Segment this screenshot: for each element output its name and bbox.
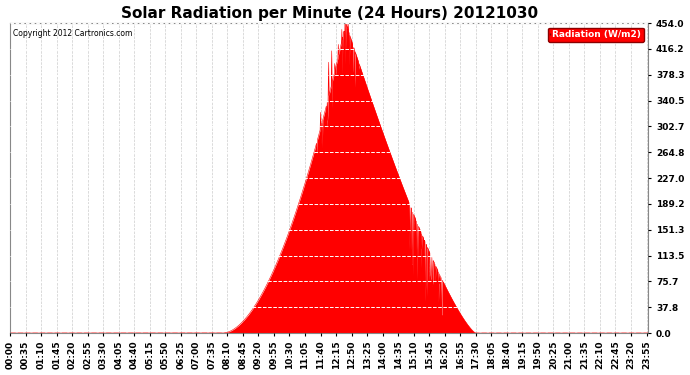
Legend: Radiation (W/m2): Radiation (W/m2)	[548, 28, 644, 42]
Title: Solar Radiation per Minute (24 Hours) 20121030: Solar Radiation per Minute (24 Hours) 20…	[121, 6, 538, 21]
Text: Copyright 2012 Cartronics.com: Copyright 2012 Cartronics.com	[13, 29, 132, 38]
